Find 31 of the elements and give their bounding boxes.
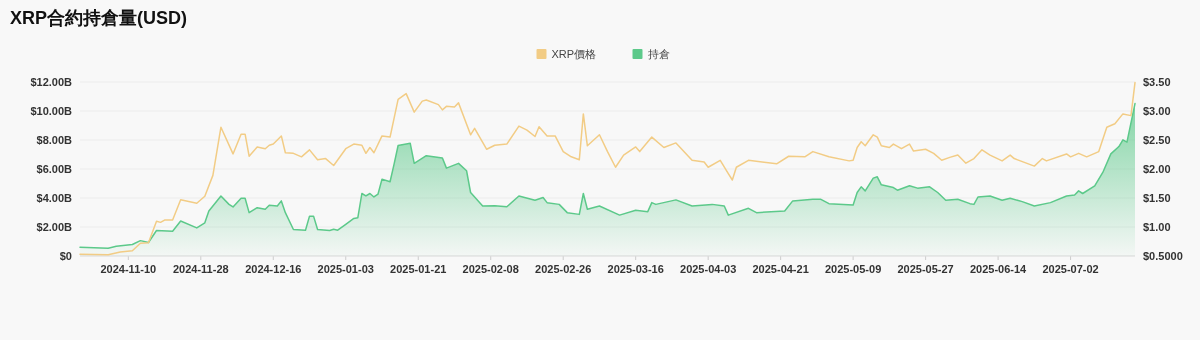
x-tick-label: 2024-11-10 bbox=[100, 263, 157, 275]
x-tick-label: 2025-04-03 bbox=[680, 263, 737, 275]
y-tick-label: $8.00B bbox=[36, 134, 73, 146]
x-tick-label: 2025-06-14 bbox=[969, 263, 1028, 275]
x-tick-label: 2025-01-21 bbox=[390, 263, 447, 275]
x-tick-label: 2025-05-27 bbox=[897, 263, 954, 275]
x-tick-label: 2025-04-21 bbox=[752, 263, 809, 275]
y2-tick-label: $2.00 bbox=[1143, 163, 1171, 175]
x-tick-label: 2025-01-03 bbox=[317, 263, 374, 275]
x-tick-label: 2024-11-28 bbox=[172, 263, 229, 275]
title: XRP合約持倉量(USD) bbox=[10, 8, 187, 28]
y2-tick-label: $1.50 bbox=[1143, 192, 1171, 204]
y2-tick-label: $0.5000 bbox=[1143, 250, 1183, 262]
y2-tick-label: $1.00 bbox=[1143, 221, 1171, 233]
y-tick-label: $10.00B bbox=[30, 105, 73, 117]
x-tick-label: 2025-07-02 bbox=[1042, 263, 1099, 275]
y-tick-label: $12.00B bbox=[30, 76, 73, 88]
y-tick-label: $0 bbox=[59, 250, 72, 262]
y-tick-label: $4.00B bbox=[36, 192, 73, 204]
y2-tick-label: $2.50 bbox=[1143, 134, 1171, 146]
x-tick-label: 2025-03-16 bbox=[607, 263, 664, 275]
legend-label: XRP價格 bbox=[551, 48, 597, 60]
y2-tick-label: $3.50 bbox=[1143, 76, 1171, 88]
x-tick-label: 2025-02-08 bbox=[462, 263, 519, 275]
x-tick-label: 2024-12-16 bbox=[245, 263, 302, 275]
y-tick-label: $6.00B bbox=[36, 163, 73, 175]
y-tick-label: $2.00B bbox=[36, 221, 73, 233]
x-tick-label: 2025-02-26 bbox=[535, 263, 592, 275]
y2-tick-label: $3.00 bbox=[1143, 105, 1171, 117]
legend-label: 持倉 bbox=[647, 48, 670, 60]
x-tick-label: 2025-05-09 bbox=[824, 263, 882, 275]
